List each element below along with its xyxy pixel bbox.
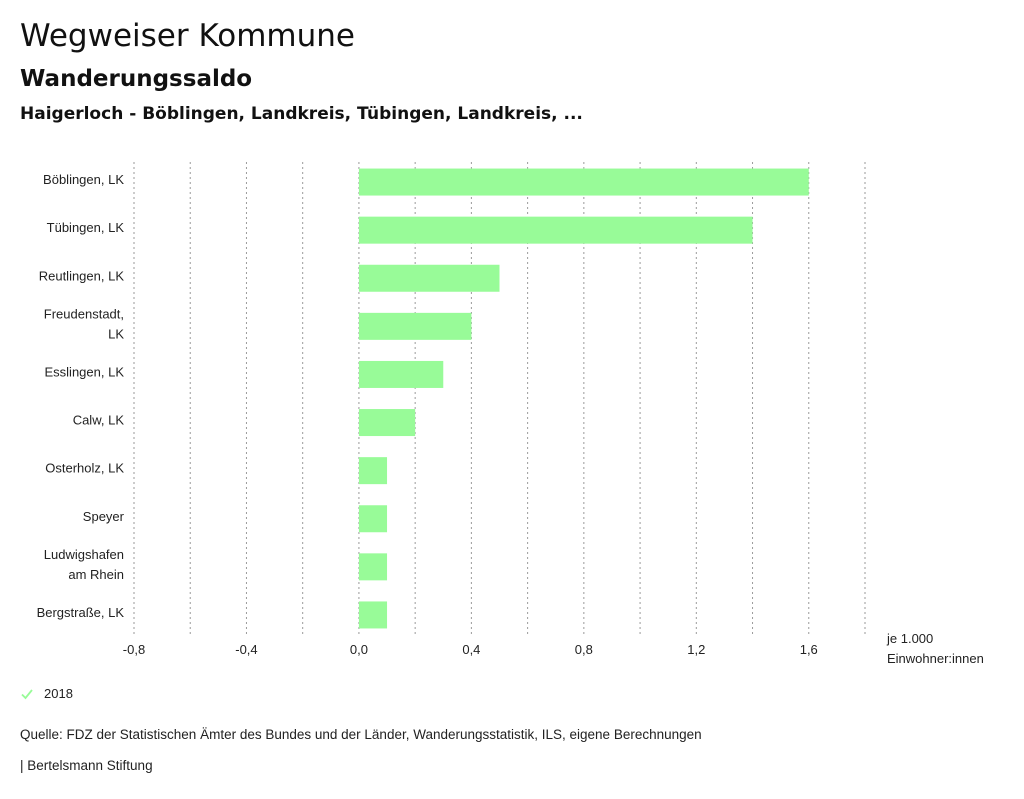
legend-item-2018[interactable]: 2018 <box>20 686 73 701</box>
bar-chart: Böblingen, LK Tübingen, LK Reutlingen, LK F… <box>37 162 866 657</box>
x-tick-label-2: 0,0 <box>350 642 368 657</box>
x-tick-label-4: 0,8 <box>575 642 593 657</box>
category-label-1: Tübingen, LK <box>47 220 125 235</box>
x-tick-label-5: 1,2 <box>687 642 705 657</box>
category-label-5: Calw, LK <box>73 413 125 428</box>
category-label-8: Ludwigshafen am Rhein <box>44 547 124 582</box>
category-label-line: am Rhein <box>68 567 124 582</box>
credit-note: | Bertelsmann Stiftung <box>20 758 153 773</box>
bar-5 <box>358 409 416 437</box>
category-label-line: Tübingen, LK <box>47 220 125 235</box>
category-label-line: Reutlingen, LK <box>39 268 125 283</box>
category-label-7: Speyer <box>83 509 125 524</box>
category-label-line: Ludwigshafen <box>44 547 124 562</box>
bar-4 <box>358 360 444 388</box>
x-tick-label-3: 0,4 <box>462 642 480 657</box>
region-selection: Haigerloch - Böblingen, Landkreis, Tübin… <box>20 104 583 124</box>
bar-3 <box>358 312 472 340</box>
category-label-9: Bergstraße, LK <box>37 605 125 620</box>
legend-label: 2018 <box>44 686 73 701</box>
category-label-line: Calw, LK <box>73 413 125 428</box>
x-axis-unit-label: je 1.000 Einwohner:innen <box>887 629 984 669</box>
chart-subtitle: Wanderungssaldo <box>20 66 253 92</box>
x-tick-label-6: 1,6 <box>800 642 818 657</box>
category-label-line: Speyer <box>83 509 125 524</box>
bar-9 <box>358 601 388 629</box>
bar-6 <box>358 457 388 485</box>
unit-line-1: je 1.000 <box>887 631 934 646</box>
bar-2 <box>358 264 500 292</box>
category-label-line: Freudenstadt, <box>44 306 124 321</box>
category-label-line: LK <box>108 326 124 341</box>
source-note: Quelle: FDZ der Statistischen Ämter des … <box>20 727 702 742</box>
category-label-0: Böblingen, LK <box>43 172 124 187</box>
bar-7 <box>358 505 388 533</box>
bar-0 <box>358 168 809 196</box>
category-label-line: Böblingen, LK <box>43 172 124 187</box>
x-tick-label-1: -0,4 <box>235 642 257 657</box>
unit-line-2: Einwohner:innen <box>887 651 984 666</box>
category-label-line: Osterholz, LK <box>45 461 124 476</box>
check-icon <box>21 688 33 699</box>
category-label-4: Esslingen, LK <box>45 364 125 379</box>
x-tick-label-0: -0,8 <box>123 642 145 657</box>
category-label-6: Osterholz, LK <box>45 461 124 476</box>
bar-8 <box>358 553 388 581</box>
category-label-3: Freudenstadt, LK <box>44 306 125 341</box>
bar-1 <box>358 216 753 244</box>
page-title: Wegweiser Kommune <box>20 18 355 54</box>
category-label-2: Reutlingen, LK <box>39 268 125 283</box>
category-label-line: Esslingen, LK <box>45 364 125 379</box>
category-label-line: Bergstraße, LK <box>37 605 125 620</box>
